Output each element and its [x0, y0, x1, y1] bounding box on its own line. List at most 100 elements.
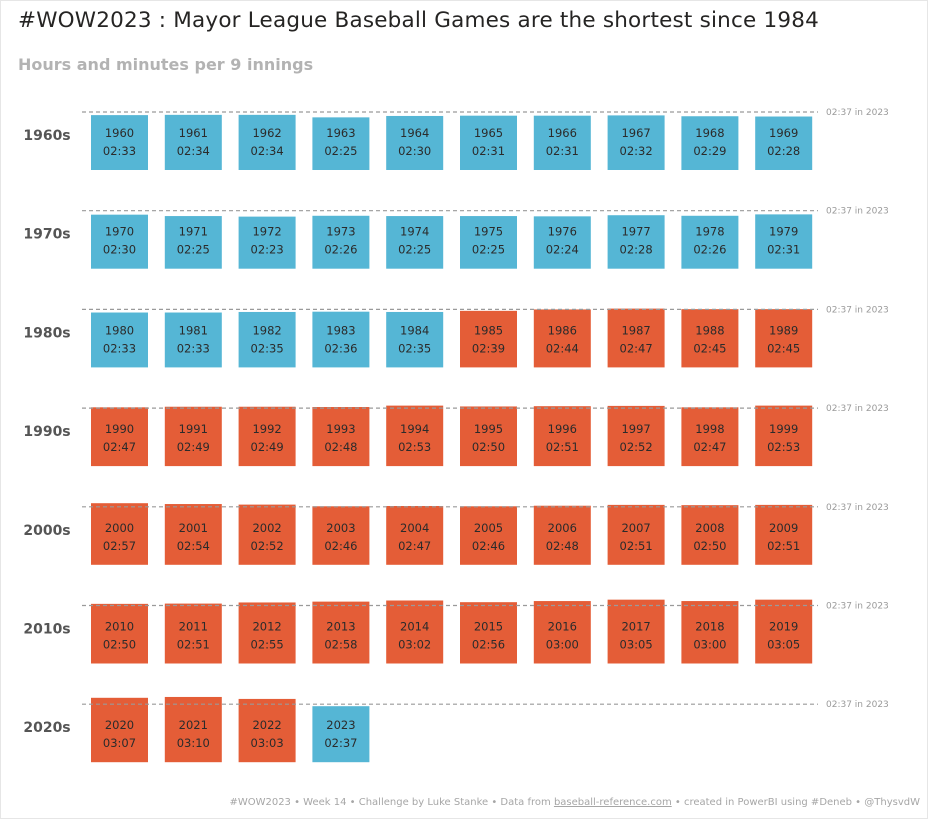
- tile-time-label: 02:39: [472, 341, 505, 355]
- tile-year-label: 2004: [400, 521, 429, 535]
- tile-time-label: 02:51: [177, 638, 210, 652]
- tile-time-label: 02:30: [398, 144, 431, 158]
- tile-year-label: 2022: [252, 718, 281, 732]
- tile-2014: [386, 600, 444, 664]
- tile-year-label: 2001: [179, 521, 208, 535]
- tile-2015: [460, 602, 517, 664]
- tile-year-label: 2003: [326, 521, 355, 535]
- tile-1966: [533, 115, 591, 170]
- tile-year-label: 1963: [326, 126, 355, 140]
- tile-2005: [460, 506, 517, 565]
- tile-1991: [164, 406, 222, 467]
- tile-2016: [533, 601, 591, 664]
- tile-1965: [460, 115, 517, 170]
- tile-1989: [755, 309, 813, 368]
- footer-source-link[interactable]: baseball-reference.com: [553, 797, 672, 808]
- tile-1978: [681, 215, 739, 269]
- tile-year-label: 2000: [105, 521, 134, 535]
- tile-time-label: 02:25: [324, 144, 357, 158]
- tile-year-label: 2018: [695, 620, 724, 634]
- tile-1987: [607, 308, 665, 368]
- tile-year-label: 2023: [326, 718, 355, 732]
- tile-year-label: 1972: [252, 225, 281, 239]
- tile-1999: [755, 405, 813, 467]
- tile-year-label: 1964: [400, 126, 429, 140]
- tile-time-label: 02:50: [472, 440, 505, 454]
- tile-1968: [681, 116, 739, 170]
- tile-1992: [238, 406, 296, 467]
- tile-1963: [312, 117, 370, 170]
- chart-title: #WOW2023 : Mayor League Baseball Games a…: [18, 8, 819, 33]
- tile-time-label: 02:31: [472, 144, 505, 158]
- tile-time-label: 02:50: [693, 539, 726, 553]
- tile-year-label: 2012: [252, 620, 281, 634]
- tile-year-label: 1997: [621, 422, 650, 436]
- tile-time-label: 02:25: [177, 243, 210, 257]
- tile-year-label: 2015: [474, 620, 503, 634]
- tile-year-label: 1980: [105, 323, 134, 337]
- tile-year-label: 2011: [179, 620, 208, 634]
- tile-2021: [164, 696, 222, 763]
- tile-2009: [755, 504, 813, 565]
- tile-time-label: 02:34: [177, 144, 210, 158]
- tile-time-label: 02:49: [177, 440, 210, 454]
- tile-time-label: 02:32: [620, 144, 653, 158]
- tile-year-label: 2008: [695, 521, 724, 535]
- tile-1974: [386, 216, 444, 269]
- tile-1967: [607, 115, 665, 170]
- decade-label: 1970s: [23, 227, 70, 243]
- tile-1995: [460, 406, 517, 467]
- tile-year-label: 1960: [105, 126, 134, 140]
- tile-1993: [312, 407, 370, 467]
- tile-2006: [533, 505, 591, 565]
- tile-time-label: 02:55: [251, 638, 284, 652]
- tile-year-label: 1988: [695, 323, 724, 337]
- tile-1970: [91, 214, 148, 269]
- tile-year-label: 1962: [252, 126, 281, 140]
- tile-2003: [312, 506, 370, 565]
- tile-year-label: 1993: [326, 422, 355, 436]
- tile-time-label: 02:47: [103, 440, 136, 454]
- tile-year-label: 1969: [769, 126, 798, 140]
- tile-time-label: 02:26: [693, 243, 726, 257]
- tile-1985: [460, 310, 517, 368]
- decade-label: 2000s: [23, 523, 70, 539]
- tile-time-label: 02:57: [103, 539, 136, 553]
- tile-time-label: 02:25: [398, 243, 431, 257]
- tile-1983: [312, 311, 370, 368]
- reference-label: 02:37 in 2023: [826, 207, 889, 217]
- tile-1990: [91, 407, 148, 467]
- tile-1971: [164, 216, 222, 269]
- tile-time-label: 02:23: [251, 243, 284, 257]
- footer-suffix: • created in PowerBI using #Deneb • @Thy…: [671, 797, 920, 808]
- tile-time-label: 02:47: [398, 539, 431, 553]
- tile-time-label: 02:48: [546, 539, 579, 553]
- tile-year-label: 1992: [252, 422, 281, 436]
- tile-time-label: 03:03: [251, 736, 284, 750]
- tile-time-label: 02:29: [693, 144, 726, 158]
- tile-year-label: 2020: [105, 718, 134, 732]
- tile-2018: [681, 601, 739, 664]
- tile-1962: [238, 114, 296, 170]
- tile-year-label: 1990: [105, 422, 134, 436]
- tile-time-label: 02:33: [103, 341, 136, 355]
- tile-year-label: 1994: [400, 422, 429, 436]
- tile-1997: [607, 405, 665, 467]
- tile-2012: [238, 602, 296, 664]
- reference-label: 02:37 in 2023: [826, 305, 889, 315]
- tile-time-label: 02:53: [398, 440, 431, 454]
- tile-1988: [681, 309, 739, 368]
- tile-time-label: 03:10: [177, 736, 210, 750]
- tile-year-label: 2007: [621, 521, 650, 535]
- tile-time-label: 03:00: [693, 638, 726, 652]
- tile-time-label: 02:47: [620, 341, 653, 355]
- tile-1969: [755, 116, 813, 170]
- tile-year-label: 2021: [179, 718, 208, 732]
- tile-time-label: 02:30: [103, 243, 136, 257]
- chart-subtitle: Hours and minutes per 9 innings: [18, 55, 314, 74]
- tile-time-label: 02:28: [620, 243, 653, 257]
- tile-2008: [681, 505, 739, 565]
- tile-time-label: 02:26: [324, 243, 357, 257]
- tile-1994: [386, 405, 444, 467]
- reference-label: 02:37 in 2023: [826, 404, 889, 414]
